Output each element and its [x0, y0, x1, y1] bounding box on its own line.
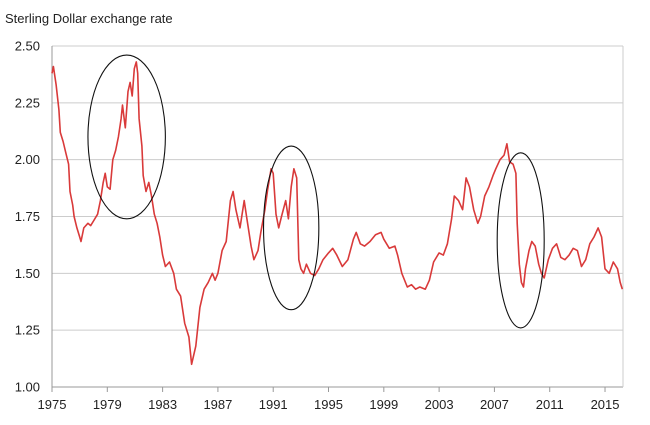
annotation-circle	[262, 145, 320, 311]
x-axis-ticks: 1975 1979 1983 1987 1991 1995 1999 2003 2007 2011…	[38, 387, 620, 412]
x-tick-label: 1995	[314, 397, 343, 412]
axes	[51, 46, 624, 388]
x-tick-label: 1983	[148, 397, 177, 412]
y-tick-label: 2.00	[15, 152, 40, 167]
y-tick-label: 2.50	[15, 39, 40, 54]
annotations	[87, 54, 545, 329]
annotation-circle	[87, 54, 166, 220]
chart-title: Sterling Dollar exchange rate	[5, 11, 173, 26]
x-tick-label: 2003	[425, 397, 454, 412]
x-tick-label: 1991	[259, 397, 288, 412]
y-tick-label: 1.25	[15, 323, 40, 338]
x-tick-label: 1979	[93, 397, 122, 412]
y-tick-label: 1.50	[15, 266, 40, 281]
y-axis-ticks: 1.00 1.25 1.50 1.75 2.00 2.25 2.50	[15, 39, 40, 395]
annotation-circle	[496, 152, 545, 329]
x-tick-label: 1999	[369, 397, 398, 412]
y-tick-label: 1.75	[15, 209, 40, 224]
x-tick-label: 2015	[591, 397, 620, 412]
gridlines	[52, 45, 623, 331]
series-line	[51, 61, 624, 366]
x-tick-label: 1987	[203, 397, 232, 412]
x-tick-label: 1975	[38, 397, 67, 412]
series-layer	[51, 61, 624, 366]
y-tick-label: 1.00	[15, 380, 40, 395]
x-tick-label: 2011	[536, 397, 564, 412]
x-tick-label: 2007	[480, 397, 509, 412]
y-tick-label: 2.25	[15, 95, 40, 110]
